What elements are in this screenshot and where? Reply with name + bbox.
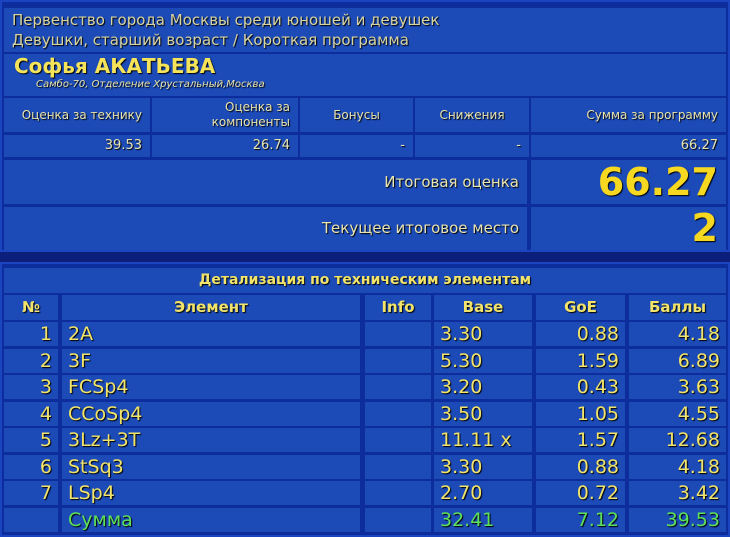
row-goe-cell: 0.88: [536, 454, 625, 479]
program-total-value: 66.27: [531, 135, 726, 157]
row-info-cell: [365, 428, 431, 452]
row-info-cell: [365, 322, 431, 346]
place-value: 2: [531, 207, 726, 250]
total-points-cell: 39.53: [629, 507, 726, 532]
row-info-cell: [365, 454, 431, 479]
row-element-cell: StSq3: [62, 454, 360, 479]
row-goe-cell: 0.88: [536, 322, 625, 346]
technical-value: 39.53: [4, 135, 150, 157]
row-goe-cell: 1.57: [536, 428, 625, 452]
score-panel: Первенство города Москвы среди юношей и …: [0, 0, 730, 252]
place-label: Текущее итоговое место: [4, 207, 527, 250]
row-number-cell: 2: [4, 348, 58, 373]
row-info-cell: [365, 401, 431, 426]
col-header-points: Баллы: [629, 295, 726, 320]
row-points-cell: 3.42: [629, 481, 726, 505]
row-points-cell: 3.63: [629, 375, 726, 399]
row-goe-cell: 0.72: [536, 481, 625, 505]
row-element-cell: 3F: [62, 348, 360, 373]
row-number-cell: 1: [4, 322, 58, 346]
row-points-cell: 4.55: [629, 401, 726, 426]
row-element-cell: FCSp4: [62, 375, 360, 399]
row-base-cell: 3.20: [434, 375, 532, 399]
technical-header: Оценка за технику: [4, 98, 150, 132]
event-header: Первенство города Москвы среди юношей и …: [4, 8, 726, 52]
event-title: Первенство города Москвы среди юношей и …: [12, 11, 440, 29]
bonuses-value: -: [300, 135, 413, 157]
row-goe-cell: 0.43: [536, 375, 625, 399]
row-goe-cell: 1.59: [536, 348, 625, 373]
total-goe-cell: 7.12: [536, 507, 625, 532]
row-goe-cell: 1.05: [536, 401, 625, 426]
total-info-cell: [365, 507, 431, 532]
total-number-cell: [4, 507, 58, 532]
row-base-cell: 3.50: [434, 401, 532, 426]
details-title: Детализация по техническим элементам: [4, 268, 726, 293]
skater-name: Софья АКАТЬЕВА: [14, 54, 216, 78]
row-base-cell: 3.30: [434, 454, 532, 479]
row-base-cell: 2.70: [434, 481, 532, 505]
row-element-cell: LSp4: [62, 481, 360, 505]
row-info-cell: [365, 481, 431, 505]
row-info-cell: [365, 348, 431, 373]
final-score-label: Итоговая оценка: [4, 160, 527, 204]
col-header-element: Элемент: [62, 295, 360, 320]
row-points-cell: 4.18: [629, 322, 726, 346]
row-number-cell: 6: [4, 454, 58, 479]
components-header: Оценка за компоненты: [152, 98, 298, 132]
row-number-cell: 3: [4, 375, 58, 399]
row-number-cell: 7: [4, 481, 58, 505]
row-points-cell: 6.89: [629, 348, 726, 373]
deductions-header: Снижения: [415, 98, 529, 132]
event-category: Девушки, старший возраст / Короткая прог…: [12, 31, 409, 49]
row-base-cell: 3.30: [434, 322, 532, 346]
total-element-cell: Сумма: [62, 507, 360, 532]
col-header-base: Base: [434, 295, 532, 320]
skater-club: Самбо-70, Отделение Хрустальный,Москва: [36, 79, 265, 90]
row-element-cell: CCoSp4: [62, 401, 360, 426]
col-header-info: Info: [365, 295, 431, 320]
components-value: 26.74: [152, 135, 298, 157]
deductions-value: -: [415, 135, 529, 157]
col-header-goe: GoE: [536, 295, 625, 320]
col-header-number: №: [4, 295, 58, 320]
skater-header: Софья АКАТЬЕВА Самбо-70, Отделение Хруст…: [4, 54, 726, 96]
row-element-cell: 3Lz+3T: [62, 428, 360, 452]
row-base-cell: 5.30: [434, 348, 532, 373]
total-base-cell: 32.41: [434, 507, 532, 532]
bonuses-header: Бонусы: [300, 98, 413, 132]
row-info-cell: [365, 375, 431, 399]
row-number-cell: 4: [4, 401, 58, 426]
row-element-cell: 2A: [62, 322, 360, 346]
row-points-cell: 4.18: [629, 454, 726, 479]
elements-panel: Детализация по техническим элементам № Эл…: [0, 262, 730, 537]
row-points-cell: 12.68: [629, 428, 726, 452]
final-score-value: 66.27: [531, 160, 726, 204]
row-number-cell: 5: [4, 428, 58, 452]
row-base-cell: 11.11 x: [434, 428, 532, 452]
program-total-header: Сумма за программу: [531, 98, 726, 132]
